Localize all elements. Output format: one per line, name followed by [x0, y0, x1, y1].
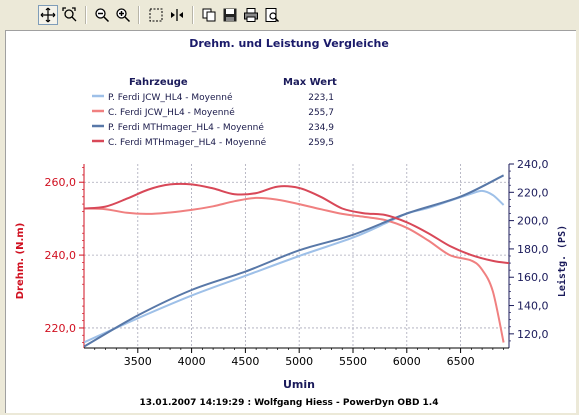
x-axis-label: Umin — [283, 378, 315, 391]
zoom-in-icon[interactable] — [113, 5, 133, 25]
x-tick-label: 4500 — [231, 355, 259, 368]
zoom-out-icon[interactable] — [92, 5, 112, 25]
chart-panel: Drehm. und Leistung Vergleiche Fahrzeuge… — [5, 30, 576, 413]
legend-value-4: 259,5 — [308, 138, 334, 148]
y-right-tick-label: 160,0 — [517, 271, 549, 284]
x-tick-label: 4000 — [178, 355, 206, 368]
select-rect-icon[interactable] — [146, 5, 166, 25]
zoom-area-icon[interactable] — [60, 5, 80, 25]
footer-text: 13.01.2007 14:19:29 : Wolfgang Hiess - P… — [139, 398, 438, 408]
legend-label-4: C. Ferdi MTHmager_HL4 - Moyenné — [108, 137, 267, 148]
y-left-axis-label: Drehm. (N.m) — [15, 223, 26, 300]
legend-value-2: 255,7 — [308, 108, 334, 118]
y-left-tick-label: 240,0 — [45, 249, 77, 262]
x-tick-label: 5000 — [285, 355, 313, 368]
legend-header-vehicles: Fahrzeuge — [129, 77, 188, 88]
y-right-tick-label: 180,0 — [517, 243, 549, 256]
legend-header-max: Max Wert — [283, 77, 337, 88]
x-tick-label: 6000 — [393, 355, 421, 368]
series-line-2 — [84, 196, 505, 343]
legend-value-3: 234,9 — [308, 123, 334, 133]
print-icon[interactable] — [241, 5, 261, 25]
plot-area: 3500 4000 4500 5000 5500 6000 6500 220,0 240,0 26… — [45, 158, 549, 368]
y-right-tick-label: 220,0 — [517, 186, 549, 199]
y-left-tick-label: 220,0 — [45, 322, 77, 335]
y-left-tick-label: 260,0 — [45, 176, 77, 189]
legend-label-2: C. Ferdi JCW_HL4 - Moyenné — [108, 107, 235, 118]
legend-label-3: P. Ferdi MTHmager_HL4 - Moyenné — [108, 122, 264, 133]
y-right-tick-label: 140,0 — [517, 300, 549, 313]
y-right-tick-label: 240,0 — [517, 158, 549, 171]
legend-value-1: 223,1 — [308, 93, 334, 103]
save-icon[interactable] — [220, 5, 240, 25]
toolbar — [0, 0, 579, 30]
x-tick-label: 6500 — [447, 355, 475, 368]
legend: P. Ferdi JCW_HL4 - Moyenné 223,1 C. Ferdi … — [92, 92, 334, 148]
chart-title: Drehm. und Leistung Vergleiche — [189, 37, 389, 50]
pan-icon[interactable] — [38, 5, 58, 25]
y-right-axis-label: Leistg. (PS) — [556, 225, 568, 297]
legend-label-1: P. Ferdi JCW_HL4 - Moyenné — [108, 92, 233, 103]
x-tick-label: 5500 — [339, 355, 367, 368]
fit-width-icon[interactable] — [167, 5, 187, 25]
series-line-3 — [84, 174, 505, 348]
y-right-tick-label: 120,0 — [517, 328, 549, 341]
y-right-tick-label: 200,0 — [517, 215, 549, 228]
series-line-4 — [84, 182, 509, 265]
print-preview-icon[interactable] — [262, 5, 282, 25]
copy-icon[interactable] — [199, 5, 219, 25]
x-tick-label: 3500 — [124, 355, 152, 368]
chart-svg: Drehm. und Leistung Vergleiche Fahrzeuge… — [15, 37, 568, 408]
